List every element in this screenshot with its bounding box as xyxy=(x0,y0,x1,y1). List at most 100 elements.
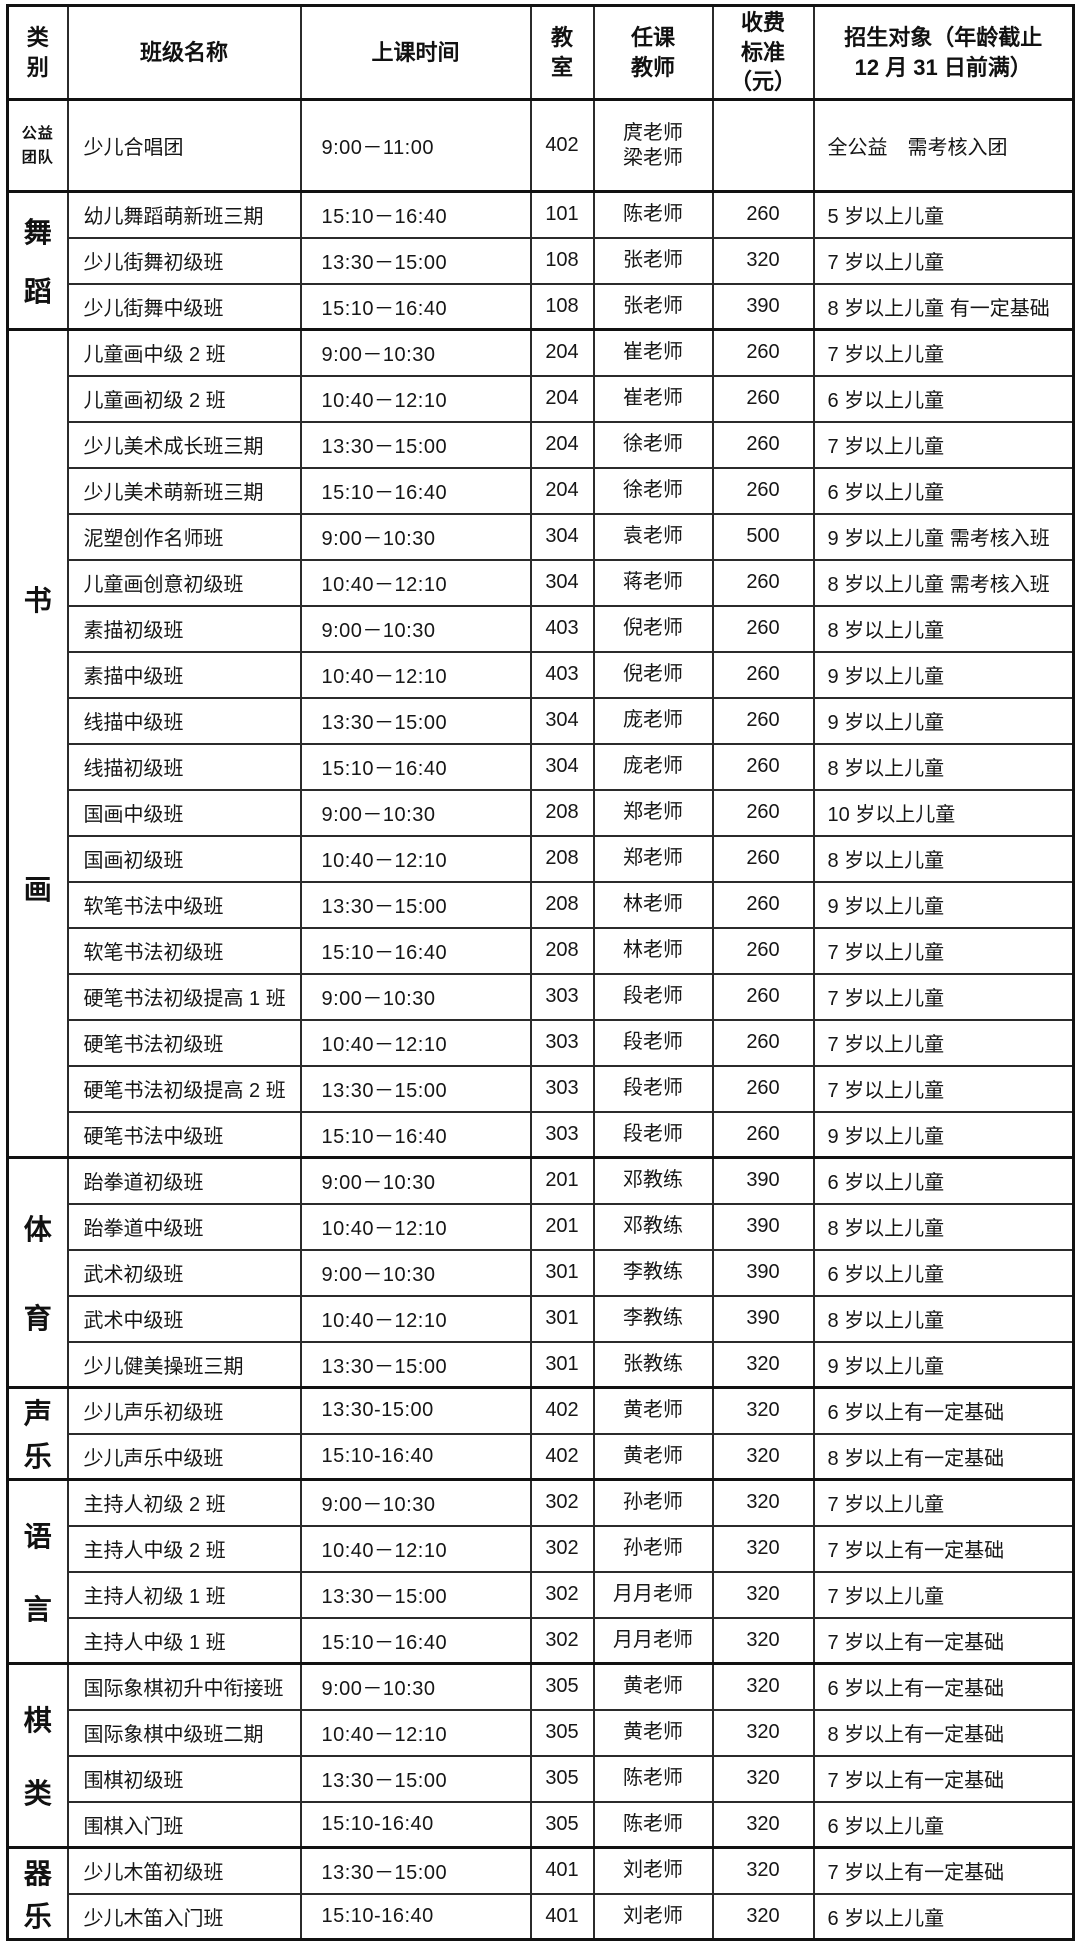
class-name-cell: 幼儿舞蹈萌新班三期 xyxy=(66,190,302,239)
header-time: 上课时间 xyxy=(299,4,532,102)
section-7: 器乐少儿木笛初级班 13:30－15:00 401 刘老师 320 7 岁以上有… xyxy=(6,1846,1075,1941)
room-cell: 403 xyxy=(529,604,595,653)
fee-cell: 260 xyxy=(711,558,815,607)
fee-cell: 260 xyxy=(711,1018,815,1067)
table-row: 儿童画初级 2 班 10:40－12:10 204 崔老师 260 6 岁以上儿… xyxy=(8,374,1075,423)
teacher-cell: 黄老师 xyxy=(592,1432,714,1481)
fee-cell: 320 xyxy=(711,1800,815,1849)
time-cell: 13:30－15:00 xyxy=(299,1754,532,1803)
class-name-cell: 少儿声乐中级班 xyxy=(66,1432,302,1481)
time-cell: 10:40－12:10 xyxy=(299,1524,532,1573)
header-class-name: 班级名称 xyxy=(66,4,302,102)
section-0: 公益 团队 少儿合唱团 9:00－11:00 402 庹老师 梁老师 全公益 需考… xyxy=(6,98,1075,193)
room-cell: 301 xyxy=(529,1294,595,1343)
class-name-cell: 主持人初级 2 班 xyxy=(66,1478,302,1527)
target-cell: 6 岁以上儿童 xyxy=(812,1156,1075,1205)
table-row: 少儿美术成长班三期 13:30－15:00 204 徐老师 260 7 岁以上儿… xyxy=(8,420,1075,469)
fee-cell: 390 xyxy=(711,282,815,331)
category-cell: 棋类 xyxy=(6,1662,69,1849)
time-cell: 13:30－15:00 xyxy=(299,696,532,745)
time-cell: 15:10-16:40 xyxy=(299,1432,532,1481)
room-cell: 208 xyxy=(529,926,595,975)
fee-cell: 320 xyxy=(711,1754,815,1803)
fee-cell: 320 xyxy=(711,1892,815,1941)
room-cell: 302 xyxy=(529,1570,595,1619)
fee-cell: 260 xyxy=(711,1110,815,1159)
time-cell: 13:30－15:00 xyxy=(299,1846,532,1895)
teacher-cell: 黄老师 xyxy=(592,1662,714,1711)
time-cell: 9:00－10:30 xyxy=(299,1662,532,1711)
table-row: 国画中级班 9:00－10:30 208 郑老师 260 10 岁以上儿童 xyxy=(8,788,1075,837)
time-cell: 9:00－10:30 xyxy=(299,1156,532,1205)
class-name-cell: 硬笔书法初级班 xyxy=(66,1018,302,1067)
teacher-cell: 刘老师 xyxy=(592,1892,714,1941)
class-name-cell: 素描初级班 xyxy=(66,604,302,653)
fee-cell: 260 xyxy=(711,1064,815,1113)
target-cell: 8 岁以上儿童 xyxy=(812,1294,1075,1343)
time-cell: 10:40－12:10 xyxy=(299,374,532,423)
table-row: 体育跆拳道初级班 9:00－10:30 201 邓教练 390 6 岁以上儿童 xyxy=(6,1156,1075,1389)
room-cell: 402 xyxy=(529,98,595,193)
target-cell: 6 岁以上儿童 xyxy=(812,374,1075,423)
table-row: 硬笔书法中级班 15:10－16:40 303 段老师 260 9 岁以上儿童 xyxy=(8,1110,1075,1159)
class-name-cell: 国际象棋初升中衔接班 xyxy=(66,1662,302,1711)
target-cell: 7 岁以上有一定基础 xyxy=(812,1754,1075,1803)
time-cell: 10:40－12:10 xyxy=(299,1202,532,1251)
section-4: 声乐少儿声乐初级班 13:30-15:00 402 黄老师 320 6 岁以上有… xyxy=(6,1386,1075,1481)
class-name-cell: 国画初级班 xyxy=(66,834,302,883)
class-name-cell: 少儿街舞中级班 xyxy=(66,282,302,331)
table-row: 素描中级班 10:40－12:10 403 倪老师 260 9 岁以上儿童 xyxy=(8,650,1075,699)
header-room: 教 室 xyxy=(529,4,595,102)
category-cell: 声乐 xyxy=(6,1386,69,1481)
time-cell: 15:10－16:40 xyxy=(299,1110,532,1159)
class-name-cell: 武术中级班 xyxy=(66,1294,302,1343)
class-name-cell: 主持人初级 1 班 xyxy=(66,1570,302,1619)
time-cell: 10:40－12:10 xyxy=(299,650,532,699)
room-cell: 305 xyxy=(529,1800,595,1849)
table-row: 主持人中级 2 班 10:40－12:10 302 孙老师 320 7 岁以上有… xyxy=(8,1524,1075,1573)
room-cell: 301 xyxy=(529,1340,595,1389)
class-name-cell: 硬笔书法初级提高 2 班 xyxy=(66,1064,302,1113)
class-name-cell: 国画中级班 xyxy=(66,788,302,837)
time-cell: 15:10－16:40 xyxy=(299,466,532,515)
target-cell: 5 岁以上儿童 xyxy=(812,190,1075,239)
teacher-cell: 陈老师 xyxy=(592,190,714,239)
fee-cell: 390 xyxy=(711,1248,815,1297)
teacher-cell: 邓教练 xyxy=(592,1156,714,1205)
class-name-cell: 儿童画中级 2 班 xyxy=(66,328,302,377)
time-cell: 13:30－15:00 xyxy=(299,1570,532,1619)
room-cell: 304 xyxy=(529,696,595,745)
section-3: 体育跆拳道初级班 9:00－10:30 201 邓教练 390 6 岁以上儿童 … xyxy=(6,1156,1075,1389)
time-cell: 15:10－16:40 xyxy=(299,926,532,975)
target-cell: 8 岁以上儿童 有一定基础 xyxy=(812,282,1075,331)
table-row: 围棋入门班 15:10-16:40 305 陈老师 320 6 岁以上儿童 xyxy=(8,1800,1075,1849)
table-row: 棋类国际象棋初升中衔接班 9:00－10:30 305 黄老师 320 6 岁以… xyxy=(6,1662,1075,1849)
category-cell: 书画 xyxy=(6,328,69,1159)
fee-cell: 260 xyxy=(711,420,815,469)
target-cell: 7 岁以上儿童 xyxy=(812,1478,1075,1527)
target-cell: 全公益 需考核入团 xyxy=(812,98,1075,193)
class-name-cell: 软笔书法初级班 xyxy=(66,926,302,975)
class-name-cell: 线描初级班 xyxy=(66,742,302,791)
table-row: 少儿街舞初级班 13:30－15:00 108 张老师 320 7 岁以上儿童 xyxy=(8,236,1075,285)
category-label: 语言 xyxy=(23,1520,52,1626)
time-cell: 13:30－15:00 xyxy=(299,880,532,929)
table-row: 跆拳道中级班 10:40－12:10 201 邓教练 390 8 岁以上儿童 xyxy=(8,1202,1075,1251)
table-row: 少儿声乐中级班 15:10-16:40 402 黄老师 320 8 岁以上有一定… xyxy=(8,1432,1075,1481)
target-cell: 7 岁以上有一定基础 xyxy=(812,1846,1075,1895)
target-cell: 9 岁以上儿童 xyxy=(812,1110,1075,1159)
table-row: 器乐少儿木笛初级班 13:30－15:00 401 刘老师 320 7 岁以上有… xyxy=(6,1846,1075,1941)
class-name-cell: 国际象棋中级班二期 xyxy=(66,1708,302,1757)
time-cell: 13:30－15:00 xyxy=(299,236,532,285)
teacher-cell: 崔老师 xyxy=(592,328,714,377)
fee-cell: 320 xyxy=(711,1478,815,1527)
category-label: 体育 xyxy=(23,1214,52,1335)
room-cell: 402 xyxy=(529,1432,595,1481)
class-name-cell: 儿童画初级 2 班 xyxy=(66,374,302,423)
class-name-cell: 主持人中级 2 班 xyxy=(66,1524,302,1573)
class-name-cell: 跆拳道初级班 xyxy=(66,1156,302,1205)
target-cell: 8 岁以上儿童 需考核入班 xyxy=(812,558,1075,607)
target-cell: 7 岁以上儿童 xyxy=(812,926,1075,975)
table-row: 国画初级班 10:40－12:10 208 郑老师 260 8 岁以上儿童 xyxy=(8,834,1075,883)
target-cell: 9 岁以上儿童 xyxy=(812,880,1075,929)
